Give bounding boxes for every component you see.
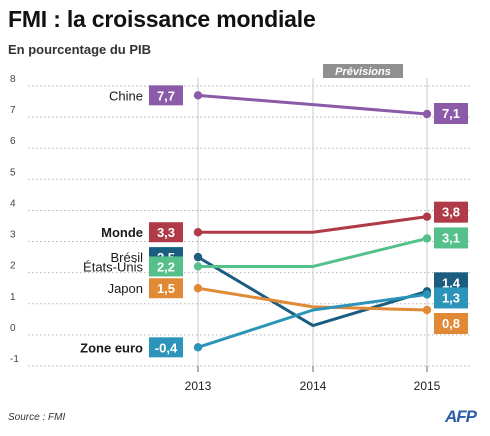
x-tick-label: 2015 [414, 379, 441, 393]
data-point-monde [193, 228, 203, 237]
y-tick-label: 3 [10, 230, 16, 241]
y-tick-label: 4 [10, 198, 16, 209]
end-value-label: 3,8 [442, 205, 460, 220]
data-point-japon [193, 284, 203, 293]
data-point-japon [422, 305, 432, 315]
series-points [193, 91, 432, 352]
data-point-tatsunis [193, 262, 203, 271]
end-value-label: 3,1 [442, 230, 460, 245]
y-tick-label: -1 [10, 354, 19, 365]
start-value-label: 1,5 [157, 281, 175, 296]
series-name-chine: Chine [109, 88, 143, 103]
series-labels: 7,7Chine3,3Monde2,5Brésil2,2États-Unis1,… [80, 85, 468, 358]
y-tick-label: 2 [10, 261, 16, 272]
data-point-tatsunis [422, 234, 432, 243]
y-tick-label: 7 [10, 105, 16, 116]
start-value-label: 7,7 [157, 88, 175, 103]
series-name-japon: Japon [108, 281, 143, 296]
y-tick-label: 5 [10, 167, 16, 178]
x-tick-label: 2013 [185, 379, 212, 393]
x-tick-label: 2014 [300, 379, 327, 393]
gridlines [28, 78, 470, 372]
end-value-label: 0,8 [442, 316, 460, 331]
end-value-label: 7,1 [442, 106, 460, 121]
data-point-brsil [193, 252, 203, 262]
end-value-box-tatsunis [434, 227, 468, 249]
forecast-band: Prévisions [323, 64, 403, 78]
chart-subtitle: En pourcentage du PIB [8, 42, 152, 57]
end-value-box-monde [434, 201, 468, 223]
series-name-monde: Monde [101, 225, 143, 240]
start-value-box-monde [149, 222, 183, 243]
forecast-label: Prévisions [335, 66, 391, 78]
data-point-monde [422, 212, 432, 221]
start-value-box-tatsunis [149, 256, 183, 277]
series-line-zoneeuro [197, 292, 428, 349]
x-axis: 2013 2014 2015 [185, 366, 441, 393]
data-point-zoneeuro [422, 290, 432, 299]
data-point-zoneeuro [193, 343, 203, 352]
source-note: Source : FMI [8, 412, 66, 423]
series-name-zoneeuro: Zone euro [80, 340, 143, 355]
series-name-tatsunis: États-Unis [83, 259, 143, 274]
series-line-japon [197, 286, 428, 312]
start-value-box-zoneeuro [149, 337, 183, 358]
y-tick-label: 1 [10, 292, 16, 303]
start-value-label: -0,4 [155, 340, 178, 355]
data-point-chine [422, 109, 432, 119]
end-value-box-zoneeuro [434, 287, 468, 309]
series-lines [197, 93, 428, 349]
start-value-box-chine [149, 85, 183, 106]
series-line-monde [198, 215, 428, 234]
y-tick-label: 8 [10, 74, 16, 85]
series-line-brsil [197, 255, 428, 328]
series-line-chine [197, 93, 428, 116]
y-tick-label: 6 [10, 136, 16, 147]
series-name-brsil: Brésil [110, 250, 143, 265]
chart-title: FMI : la croissance mondiale [8, 6, 316, 32]
start-value-box-japon [149, 278, 183, 299]
end-value-box-chine [434, 103, 468, 124]
start-value-label: 3,3 [157, 225, 175, 240]
end-value-label: 1,3 [442, 290, 460, 305]
y-tick-label: 0 [10, 323, 16, 334]
end-value-box-japon [434, 313, 468, 334]
y-axis: -1 0 1 2 3 4 5 6 7 8 [10, 74, 19, 365]
afp-logo: AFP [445, 407, 477, 426]
forecast-banner [323, 64, 403, 78]
series-line-tatsunis [198, 236, 428, 268]
data-point-chine [193, 91, 203, 100]
end-value-label: 1,4 [442, 275, 461, 290]
start-value-label: 2,2 [157, 259, 175, 274]
